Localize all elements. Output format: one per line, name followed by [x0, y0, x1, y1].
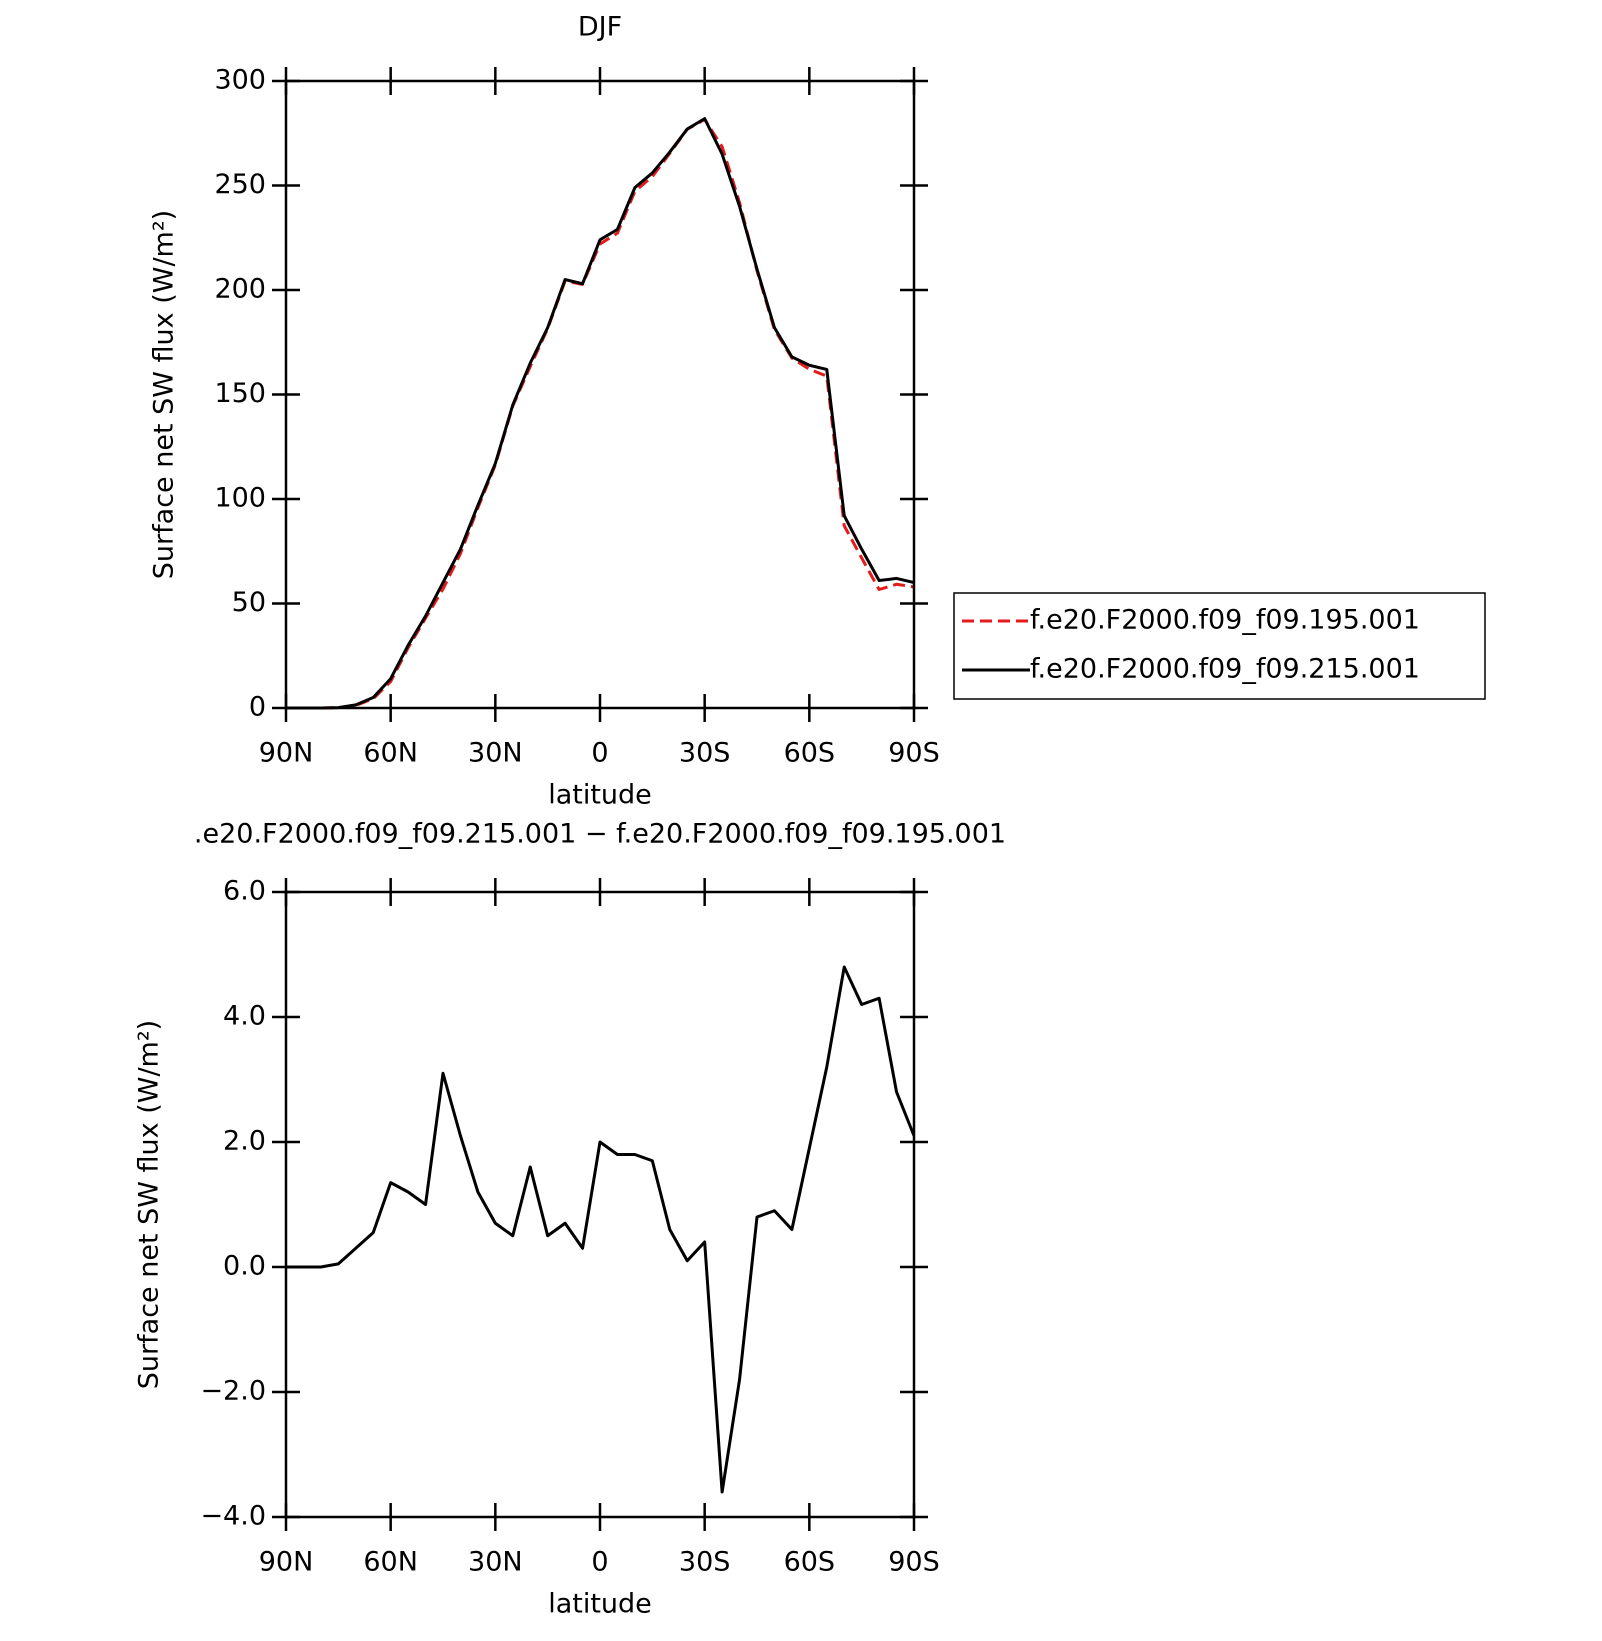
data-line [286, 965, 916, 1494]
y-tick-label: 100 [214, 483, 266, 514]
x-tick-label: 60S [784, 738, 836, 769]
x-tick-label: 30N [468, 738, 523, 769]
y-tick-label: 200 [214, 274, 266, 305]
x-tick-label: 30S [679, 1547, 731, 1578]
x-tick-label: 30S [679, 738, 731, 769]
x-tick-label: 60S [784, 1547, 836, 1578]
y-tick-label: 2.0 [223, 1126, 266, 1157]
legend-label: f.e20.F2000.f09_f09.215.001 [1030, 654, 1420, 685]
y-tick-label: 0 [249, 692, 266, 723]
plot-frame [284, 79, 916, 710]
x-tick-label: 0 [591, 1547, 608, 1578]
legend-box [953, 592, 1486, 700]
chart-title: DJF [578, 12, 622, 43]
y-tick-label: 150 [214, 378, 266, 409]
x-axis-label: latitude [548, 780, 652, 811]
data-line [286, 117, 915, 710]
y-tick-label: 6.0 [223, 876, 266, 907]
x-tick-label: 90S [888, 1547, 940, 1578]
y-tick-label: 0.0 [223, 1251, 266, 1282]
x-tick-label: 90S [888, 738, 940, 769]
y-axis-label: Surface net SW flux (W/m²) [134, 1020, 165, 1389]
x-tick-label: 60N [363, 1547, 418, 1578]
x-tick-label: 30N [468, 1547, 523, 1578]
x-tick-label: 0 [591, 738, 608, 769]
data-line [286, 117, 915, 710]
legend-label: f.e20.F2000.f09_f09.195.001 [1030, 605, 1420, 636]
x-tick-label: 60N [363, 738, 418, 769]
y-tick-label: −2.0 [200, 1376, 266, 1407]
y-tick-label: 50 [232, 587, 266, 618]
x-tick-label: 90N [259, 1547, 314, 1578]
y-tick-label: −4.0 [200, 1501, 266, 1532]
y-tick-label: 250 [214, 169, 266, 200]
y-axis-label: Surface net SW flux (W/m²) [149, 210, 180, 579]
x-axis-label: latitude [548, 1589, 652, 1620]
x-tick-label: 90N [259, 738, 314, 769]
chart-title: .e20.F2000.f09_f09.215.001 − f.e20.F2000… [194, 819, 1006, 850]
plot-frame [284, 890, 916, 1519]
y-tick-label: 4.0 [223, 1001, 266, 1032]
y-tick-label: 300 [214, 65, 266, 96]
